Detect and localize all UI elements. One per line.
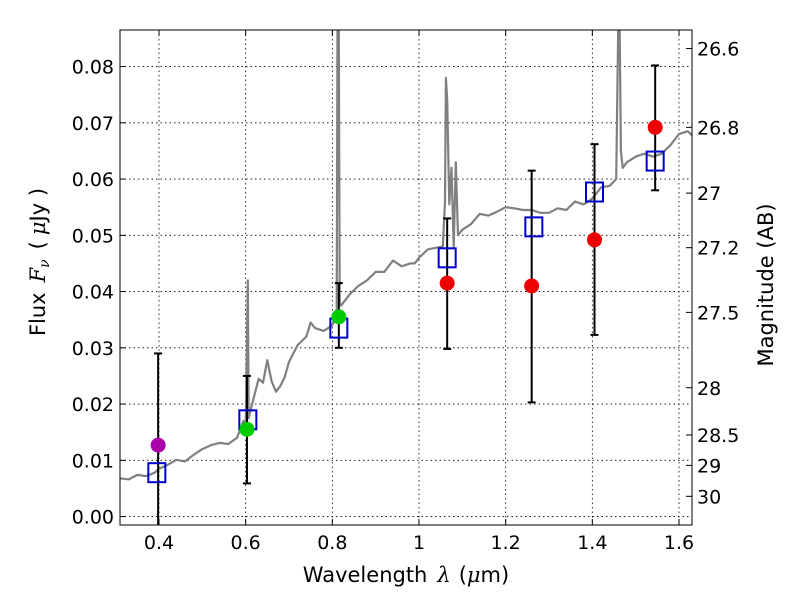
model-square bbox=[147, 462, 167, 484]
y-tick-label: 0.00 bbox=[72, 507, 114, 529]
plot-frame bbox=[119, 29, 693, 526]
x-axis-label: Wavelength λ (μm) bbox=[303, 563, 509, 587]
grid-layer bbox=[120, 30, 692, 525]
x-tick-label: 1.6 bbox=[664, 532, 694, 554]
y2-tick-label: 27 bbox=[697, 183, 721, 205]
x-tick-label: 0.8 bbox=[317, 532, 347, 554]
observed-point bbox=[647, 119, 663, 135]
y2-tick-label: 27.5 bbox=[697, 302, 739, 324]
x-tick-label: 0.6 bbox=[231, 532, 261, 554]
y-tick-label: 0.07 bbox=[72, 113, 114, 135]
y-tick-label: 0.04 bbox=[72, 282, 114, 304]
model-square bbox=[585, 181, 604, 203]
observed-point bbox=[587, 232, 602, 248]
model-square bbox=[437, 247, 457, 269]
y2-tick-label: 28 bbox=[697, 378, 721, 400]
marker-layer bbox=[147, 119, 665, 484]
observed-point bbox=[439, 275, 455, 291]
y-tick-label: 0.03 bbox=[72, 338, 114, 360]
y2-tick-label: 29 bbox=[697, 455, 721, 477]
model-square bbox=[645, 150, 665, 172]
y2-tick-label: 26.8 bbox=[697, 117, 739, 139]
errorbar-layer bbox=[154, 64, 660, 525]
spectrum-line bbox=[120, 30, 692, 481]
x-tick-label: 0.4 bbox=[144, 532, 174, 554]
y2-tick-label: 30 bbox=[697, 486, 721, 508]
observed-point bbox=[239, 421, 255, 437]
y2-tick-label: 27.2 bbox=[697, 238, 739, 260]
x-tick-label: 1 bbox=[413, 532, 425, 554]
y-tick-label: 0.06 bbox=[72, 169, 114, 191]
y-tick-label: 0.02 bbox=[72, 394, 114, 416]
x-tick-label: 1.2 bbox=[491, 532, 521, 554]
x-tick-label: 1.4 bbox=[577, 532, 607, 554]
y-tick-label: 0.01 bbox=[72, 450, 114, 472]
model-square bbox=[524, 216, 544, 238]
y-tick-label: 0.05 bbox=[72, 225, 114, 247]
y2-axis-label: Magnitude (AB) bbox=[754, 203, 778, 366]
spectrum-layer bbox=[120, 30, 692, 481]
y2-tick-label: 26.6 bbox=[697, 39, 739, 61]
observed-point bbox=[150, 437, 166, 453]
observed-point bbox=[331, 309, 347, 325]
y2-tick-label: 28.5 bbox=[697, 425, 739, 447]
y-axis-label: FluxFν(μJy ) bbox=[26, 188, 53, 336]
tick-layer: 0.4 0.6 0.8 1 1.2 1.4 1.6 0.00 0.01 0.02 0.03 0.04 0… bbox=[72, 30, 739, 554]
y-tick-label: 0.08 bbox=[72, 57, 114, 79]
observed-point bbox=[524, 278, 540, 294]
